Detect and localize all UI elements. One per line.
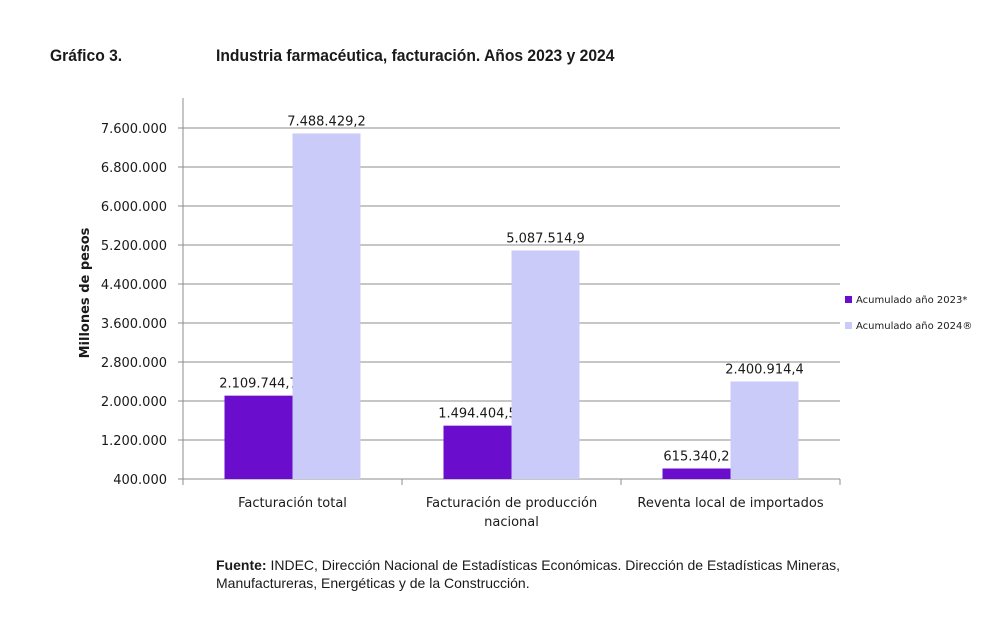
- y-tick-label: 5.200.000: [101, 239, 167, 254]
- y-tick-label: 2.000.000: [101, 395, 167, 410]
- source-text: INDEC, Dirección Nacional de Estadística…: [216, 557, 841, 591]
- y-tick-label: 7.600.000: [101, 122, 167, 137]
- bar-2024: [292, 133, 361, 479]
- legend-label: Acumulado año 2023*: [856, 295, 967, 306]
- y-tick-label: 2.800.000: [101, 356, 167, 371]
- data-label: 5.087.514,9: [506, 231, 585, 246]
- x-category-label: Facturación total: [238, 496, 347, 511]
- legend-label: Acumulado año 2024®: [856, 321, 972, 332]
- bar-2024: [511, 250, 580, 479]
- legend-swatch: [845, 296, 852, 303]
- bar-2023: [662, 468, 731, 479]
- data-label: 2.109.744,7: [219, 377, 298, 392]
- y-axis-title: Millones de pesos: [78, 227, 93, 358]
- y-tick-label: 4.400.000: [101, 278, 167, 293]
- y-tick-label: 6.000.000: [101, 200, 167, 215]
- data-label: 2.400.914,4: [725, 362, 804, 377]
- legend-swatch: [845, 322, 852, 329]
- bar-chart: 400.000 1.200.000 2.000.000 2.800.000 3.600.…: [78, 98, 972, 530]
- bar-2023: [443, 425, 512, 479]
- source-prefix: Fuente:: [216, 557, 267, 573]
- bar-2023: [224, 395, 293, 479]
- y-tick-label: 6.800.000: [101, 161, 167, 176]
- data-label: 7.488.429,2: [287, 114, 366, 129]
- y-tick-label: 400.000: [113, 473, 167, 488]
- y-tick-label: 1.200.000: [101, 434, 167, 449]
- x-category-label: nacional: [484, 515, 539, 530]
- figure-label: Gráfico 3.: [50, 46, 123, 65]
- y-tick-label: 3.600.000: [101, 317, 167, 332]
- source-note: Fuente: INDEC, Dirección Nacional de Est…: [216, 556, 856, 592]
- chart-title: Industria farmacéutica, facturación. Año…: [216, 46, 615, 65]
- data-label: 1.494.404,5: [438, 407, 517, 422]
- x-category-label: Reventa local de importados: [637, 496, 823, 511]
- data-label: 615.340,2: [663, 450, 729, 465]
- x-category-label: Facturación de producción: [426, 496, 597, 511]
- bar-2024: [730, 381, 799, 479]
